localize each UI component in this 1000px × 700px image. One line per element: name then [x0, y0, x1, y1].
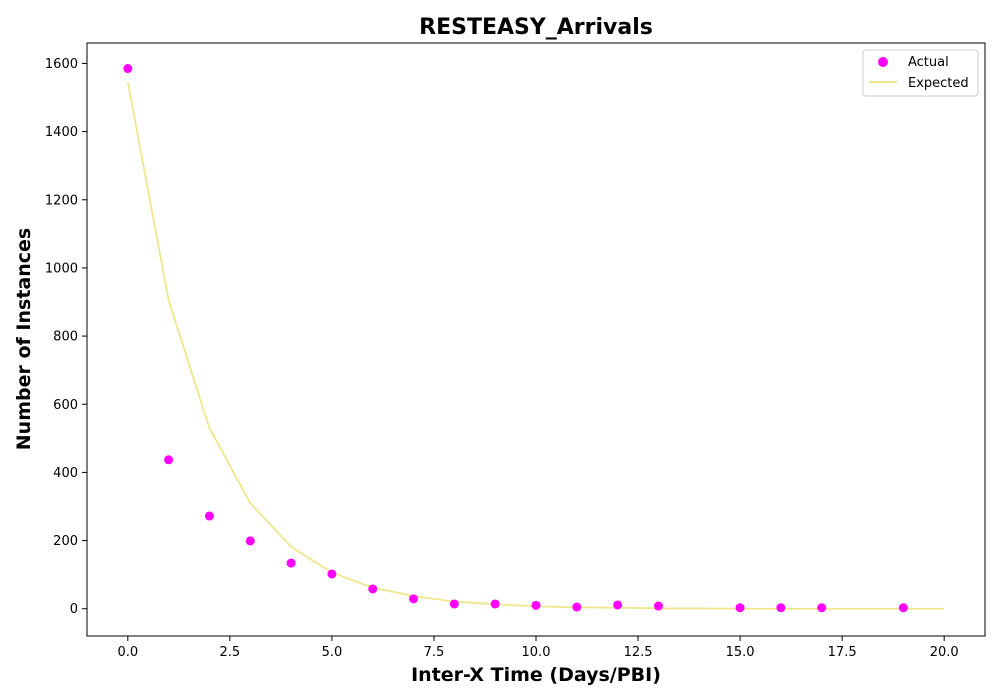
x-tick-label: 10.0	[522, 645, 551, 660]
actual-point	[735, 603, 745, 613]
plot-series	[123, 64, 945, 613]
y-tick-label: 800	[53, 330, 78, 345]
x-tick-label: 12.5	[624, 645, 653, 660]
y-axis-label: Number of Instances	[13, 228, 35, 450]
y-tick-label: 1000	[45, 261, 78, 276]
y-tick-label: 0	[70, 602, 78, 617]
actual-point	[327, 569, 337, 579]
x-axis-label: Inter-X Time (Days/PBI)	[411, 664, 661, 686]
y-tick-label: 600	[53, 398, 78, 413]
y-tick-label: 1200	[45, 193, 78, 208]
x-tick-label: 2.5	[220, 645, 241, 660]
x-tick-label: 5.0	[322, 645, 343, 660]
actual-point	[653, 601, 663, 611]
actual-point	[449, 599, 459, 609]
actual-point	[776, 603, 786, 613]
actual-point	[245, 536, 255, 546]
legend: Actual Expected	[862, 49, 979, 97]
y-tick-label: 1600	[45, 57, 78, 72]
y-tick-label: 400	[53, 466, 78, 481]
actual-point	[368, 584, 378, 594]
x-tick-label: 7.5	[424, 645, 445, 660]
actual-point	[123, 64, 133, 74]
y-tick-label: 200	[53, 534, 78, 549]
actual-point	[817, 603, 827, 613]
actual-point	[490, 599, 500, 609]
actual-point	[613, 600, 623, 610]
legend-label-expected: Expected	[908, 76, 969, 91]
x-tick-label: 15.0	[726, 645, 755, 660]
x-tick-label: 20.0	[930, 645, 959, 660]
actual-point	[286, 558, 296, 568]
y-axis-ticks: 0 200 400 600 800 1000 1200 1400 1600	[45, 57, 87, 617]
actual-point	[204, 511, 214, 521]
actual-point	[164, 455, 174, 465]
actual-point	[572, 602, 582, 612]
x-tick-label: 0.0	[117, 645, 138, 660]
legend-marker-actual	[878, 57, 888, 67]
x-axis-ticks: 0.0 2.5 5.0 7.5 10.0 12.5 15.0 17.5 20.0	[117, 636, 959, 660]
legend-label-actual: Actual	[908, 55, 949, 70]
expected-line	[126, 82, 945, 610]
chart-title: RESTEASY_Arrivals	[419, 15, 653, 40]
actual-point	[898, 603, 908, 613]
legend-box	[862, 49, 979, 97]
x-tick-label: 17.5	[828, 645, 857, 660]
actual-point	[531, 600, 541, 610]
y-tick-label: 1400	[45, 125, 78, 140]
actual-point	[409, 594, 419, 604]
plot-frame	[86, 42, 986, 637]
